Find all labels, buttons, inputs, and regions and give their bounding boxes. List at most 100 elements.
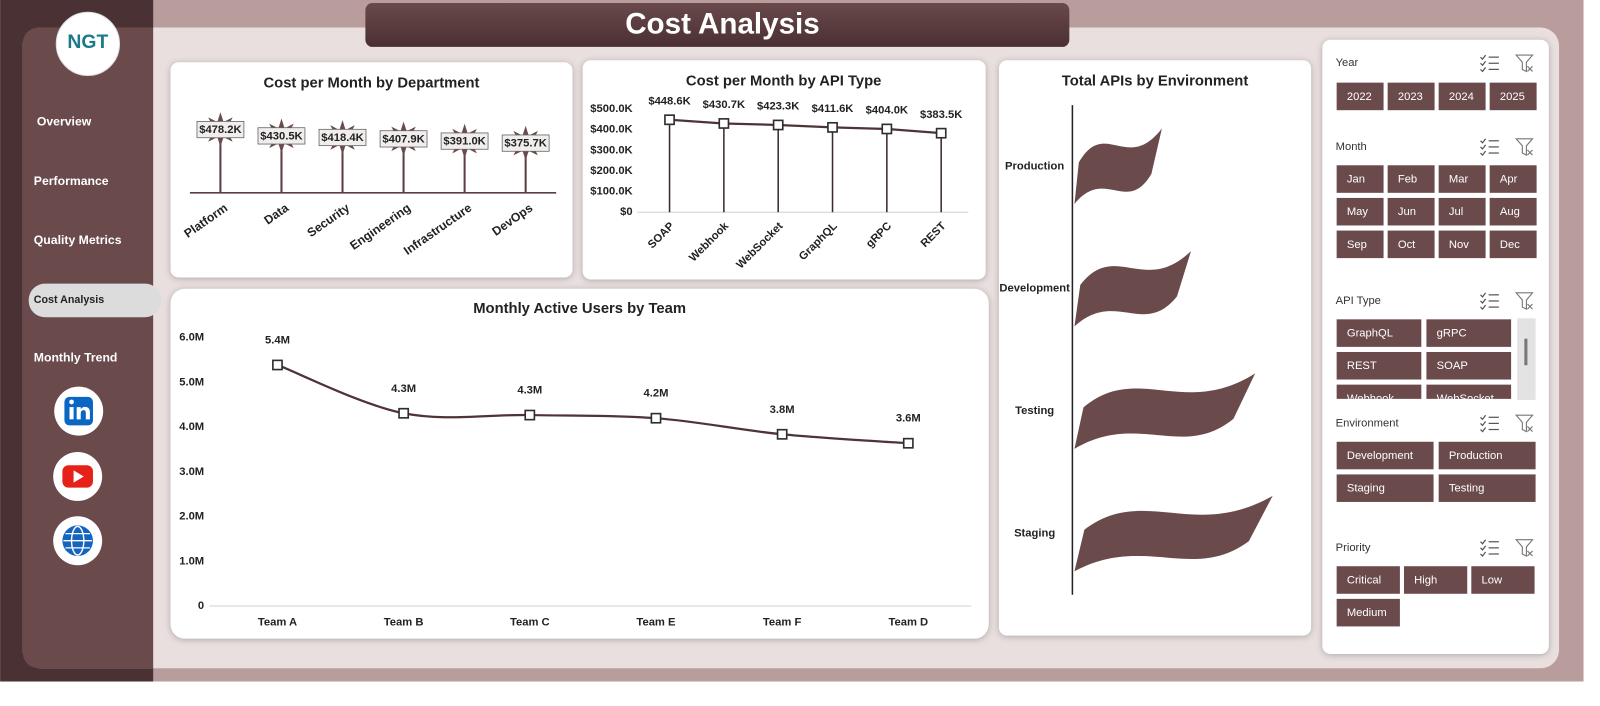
- clear-filter-icon[interactable]: [1514, 138, 1534, 156]
- slicer-button[interactable]: [1489, 197, 1537, 226]
- slicer-item[interactable]: Dec: [1500, 239, 1520, 251]
- slicer-item[interactable]: Apr: [1500, 174, 1518, 186]
- slicer-item[interactable]: Critical: [1347, 574, 1381, 586]
- slicer-item[interactable]: Testing: [1449, 483, 1485, 495]
- slicer-button[interactable]: [1438, 230, 1486, 259]
- slicer-item[interactable]: Low: [1482, 574, 1503, 586]
- label-box: [440, 132, 489, 150]
- nav-item[interactable]: Overview: [37, 115, 92, 129]
- value-label: 3.6M: [896, 413, 921, 425]
- slicer-button[interactable]: [1387, 230, 1435, 259]
- slicer-item[interactable]: Webhook: [1347, 393, 1395, 405]
- nav-item[interactable]: Monthly Trend: [34, 350, 118, 364]
- slicer-button[interactable]: [1336, 319, 1422, 347]
- slicer-button[interactable]: [1438, 82, 1486, 111]
- y-tick-label: Production: [1005, 160, 1064, 172]
- value-label: $448.6K: [648, 95, 690, 107]
- slicer-button[interactable]: [1438, 474, 1536, 502]
- slicer-item[interactable]: REST: [1347, 360, 1377, 372]
- slicer-title: Priority: [1336, 542, 1371, 554]
- slicer-button[interactable]: [1403, 566, 1468, 594]
- slicer-item[interactable]: 2025: [1500, 91, 1525, 103]
- slicer-button[interactable]: [1336, 165, 1384, 193]
- slicer-button[interactable]: [1387, 165, 1435, 193]
- slicer-item[interactable]: May: [1347, 206, 1369, 218]
- nav-item[interactable]: Quality Metrics: [34, 233, 122, 247]
- card: [170, 288, 989, 639]
- slicer-item[interactable]: Sep: [1347, 239, 1367, 251]
- website-icon[interactable]: [53, 516, 103, 566]
- slicer-button[interactable]: [1438, 165, 1486, 193]
- select-all-icon[interactable]: [1480, 138, 1499, 157]
- slicer-button[interactable]: [1336, 82, 1384, 111]
- select-all-icon[interactable]: [1480, 54, 1499, 73]
- scroll-thumb[interactable]: [1524, 338, 1528, 366]
- slicer-button[interactable]: [1489, 230, 1537, 259]
- slicer-item[interactable]: Production: [1449, 450, 1503, 462]
- nav-item[interactable]: Performance: [34, 174, 109, 188]
- icon-check: [1480, 60, 1487, 67]
- slicer-button[interactable]: [1336, 384, 1422, 413]
- slicer-item[interactable]: WebSocket: [1437, 393, 1495, 405]
- slicer-button[interactable]: [1336, 351, 1422, 380]
- slicer-item[interactable]: Jun: [1398, 206, 1416, 218]
- slicer-button[interactable]: [1426, 319, 1512, 347]
- slicer-item[interactable]: Staging: [1347, 483, 1385, 495]
- slicer-button[interactable]: [1387, 82, 1435, 111]
- slicer-item[interactable]: Oct: [1398, 239, 1416, 251]
- select-all-icon[interactable]: [1480, 292, 1499, 311]
- slicer-item[interactable]: Mar: [1449, 174, 1469, 186]
- icon-check: [1480, 420, 1487, 427]
- slicer-item[interactable]: gRPC: [1437, 328, 1467, 340]
- y-tick-label: 1.0M: [179, 555, 204, 567]
- select-all-icon[interactable]: [1480, 539, 1499, 557]
- active-tab: [28, 283, 162, 318]
- slicer-button[interactable]: [1336, 197, 1384, 226]
- linkedin-icon[interactable]: [54, 386, 104, 436]
- value-label: 4.3M: [517, 385, 542, 397]
- youtube-icon[interactable]: [53, 451, 103, 501]
- slicer-item[interactable]: Nov: [1449, 239, 1469, 251]
- slicer-item[interactable]: Jan: [1347, 174, 1365, 186]
- icon-check: [1480, 539, 1487, 545]
- value-label: 4.3M: [391, 383, 416, 395]
- slicer-button[interactable]: [1336, 474, 1434, 502]
- slicer-button[interactable]: [1336, 441, 1434, 470]
- slicer-button[interactable]: [1336, 566, 1400, 594]
- clear-filter-icon[interactable]: [1514, 54, 1534, 73]
- slicer-button[interactable]: [1489, 82, 1537, 111]
- clear-filter-icon[interactable]: [1514, 292, 1534, 311]
- bar: [1074, 495, 1273, 572]
- slicer-item[interactable]: Development: [1347, 450, 1414, 462]
- slicer-button[interactable]: [1489, 165, 1537, 193]
- slicer-button[interactable]: [1438, 441, 1536, 470]
- slicer-item[interactable]: GraphQL: [1347, 328, 1393, 340]
- nav-item[interactable]: Cost Analysis: [34, 294, 104, 306]
- slicer-button[interactable]: [1471, 566, 1535, 594]
- slicer-item[interactable]: 2024: [1449, 91, 1474, 103]
- slicer-item[interactable]: 2023: [1398, 91, 1423, 103]
- clear-filter-icon[interactable]: [1514, 539, 1534, 557]
- slicer-item[interactable]: Aug: [1500, 206, 1520, 218]
- slicer-button[interactable]: [1426, 351, 1512, 380]
- icon-check: [1480, 66, 1487, 73]
- y-tick-label: $400.0K: [590, 124, 632, 136]
- slicer-item[interactable]: SOAP: [1437, 360, 1468, 372]
- value-label: 5.4M: [265, 334, 290, 346]
- slicer-item[interactable]: Jul: [1449, 206, 1463, 218]
- slicer-item[interactable]: Medium: [1347, 607, 1387, 619]
- clear-filter-icon[interactable]: [1514, 414, 1534, 433]
- slicer-button[interactable]: [1426, 384, 1512, 413]
- select-all-icon[interactable]: [1480, 414, 1499, 433]
- slicer-button[interactable]: [1438, 197, 1486, 226]
- y-tick-label: $500.0K: [590, 103, 632, 115]
- slicer-button[interactable]: [1387, 197, 1435, 226]
- slicer-item[interactable]: Feb: [1398, 174, 1417, 186]
- slicer-item[interactable]: High: [1414, 574, 1437, 586]
- x-tick-label: Team A: [258, 616, 297, 628]
- slicer-item[interactable]: 2022: [1347, 91, 1372, 103]
- x-tick-label: Team D: [888, 616, 928, 628]
- slicer-button[interactable]: [1336, 230, 1384, 259]
- icon-check: [1480, 414, 1487, 421]
- slicer-button[interactable]: [1336, 598, 1400, 627]
